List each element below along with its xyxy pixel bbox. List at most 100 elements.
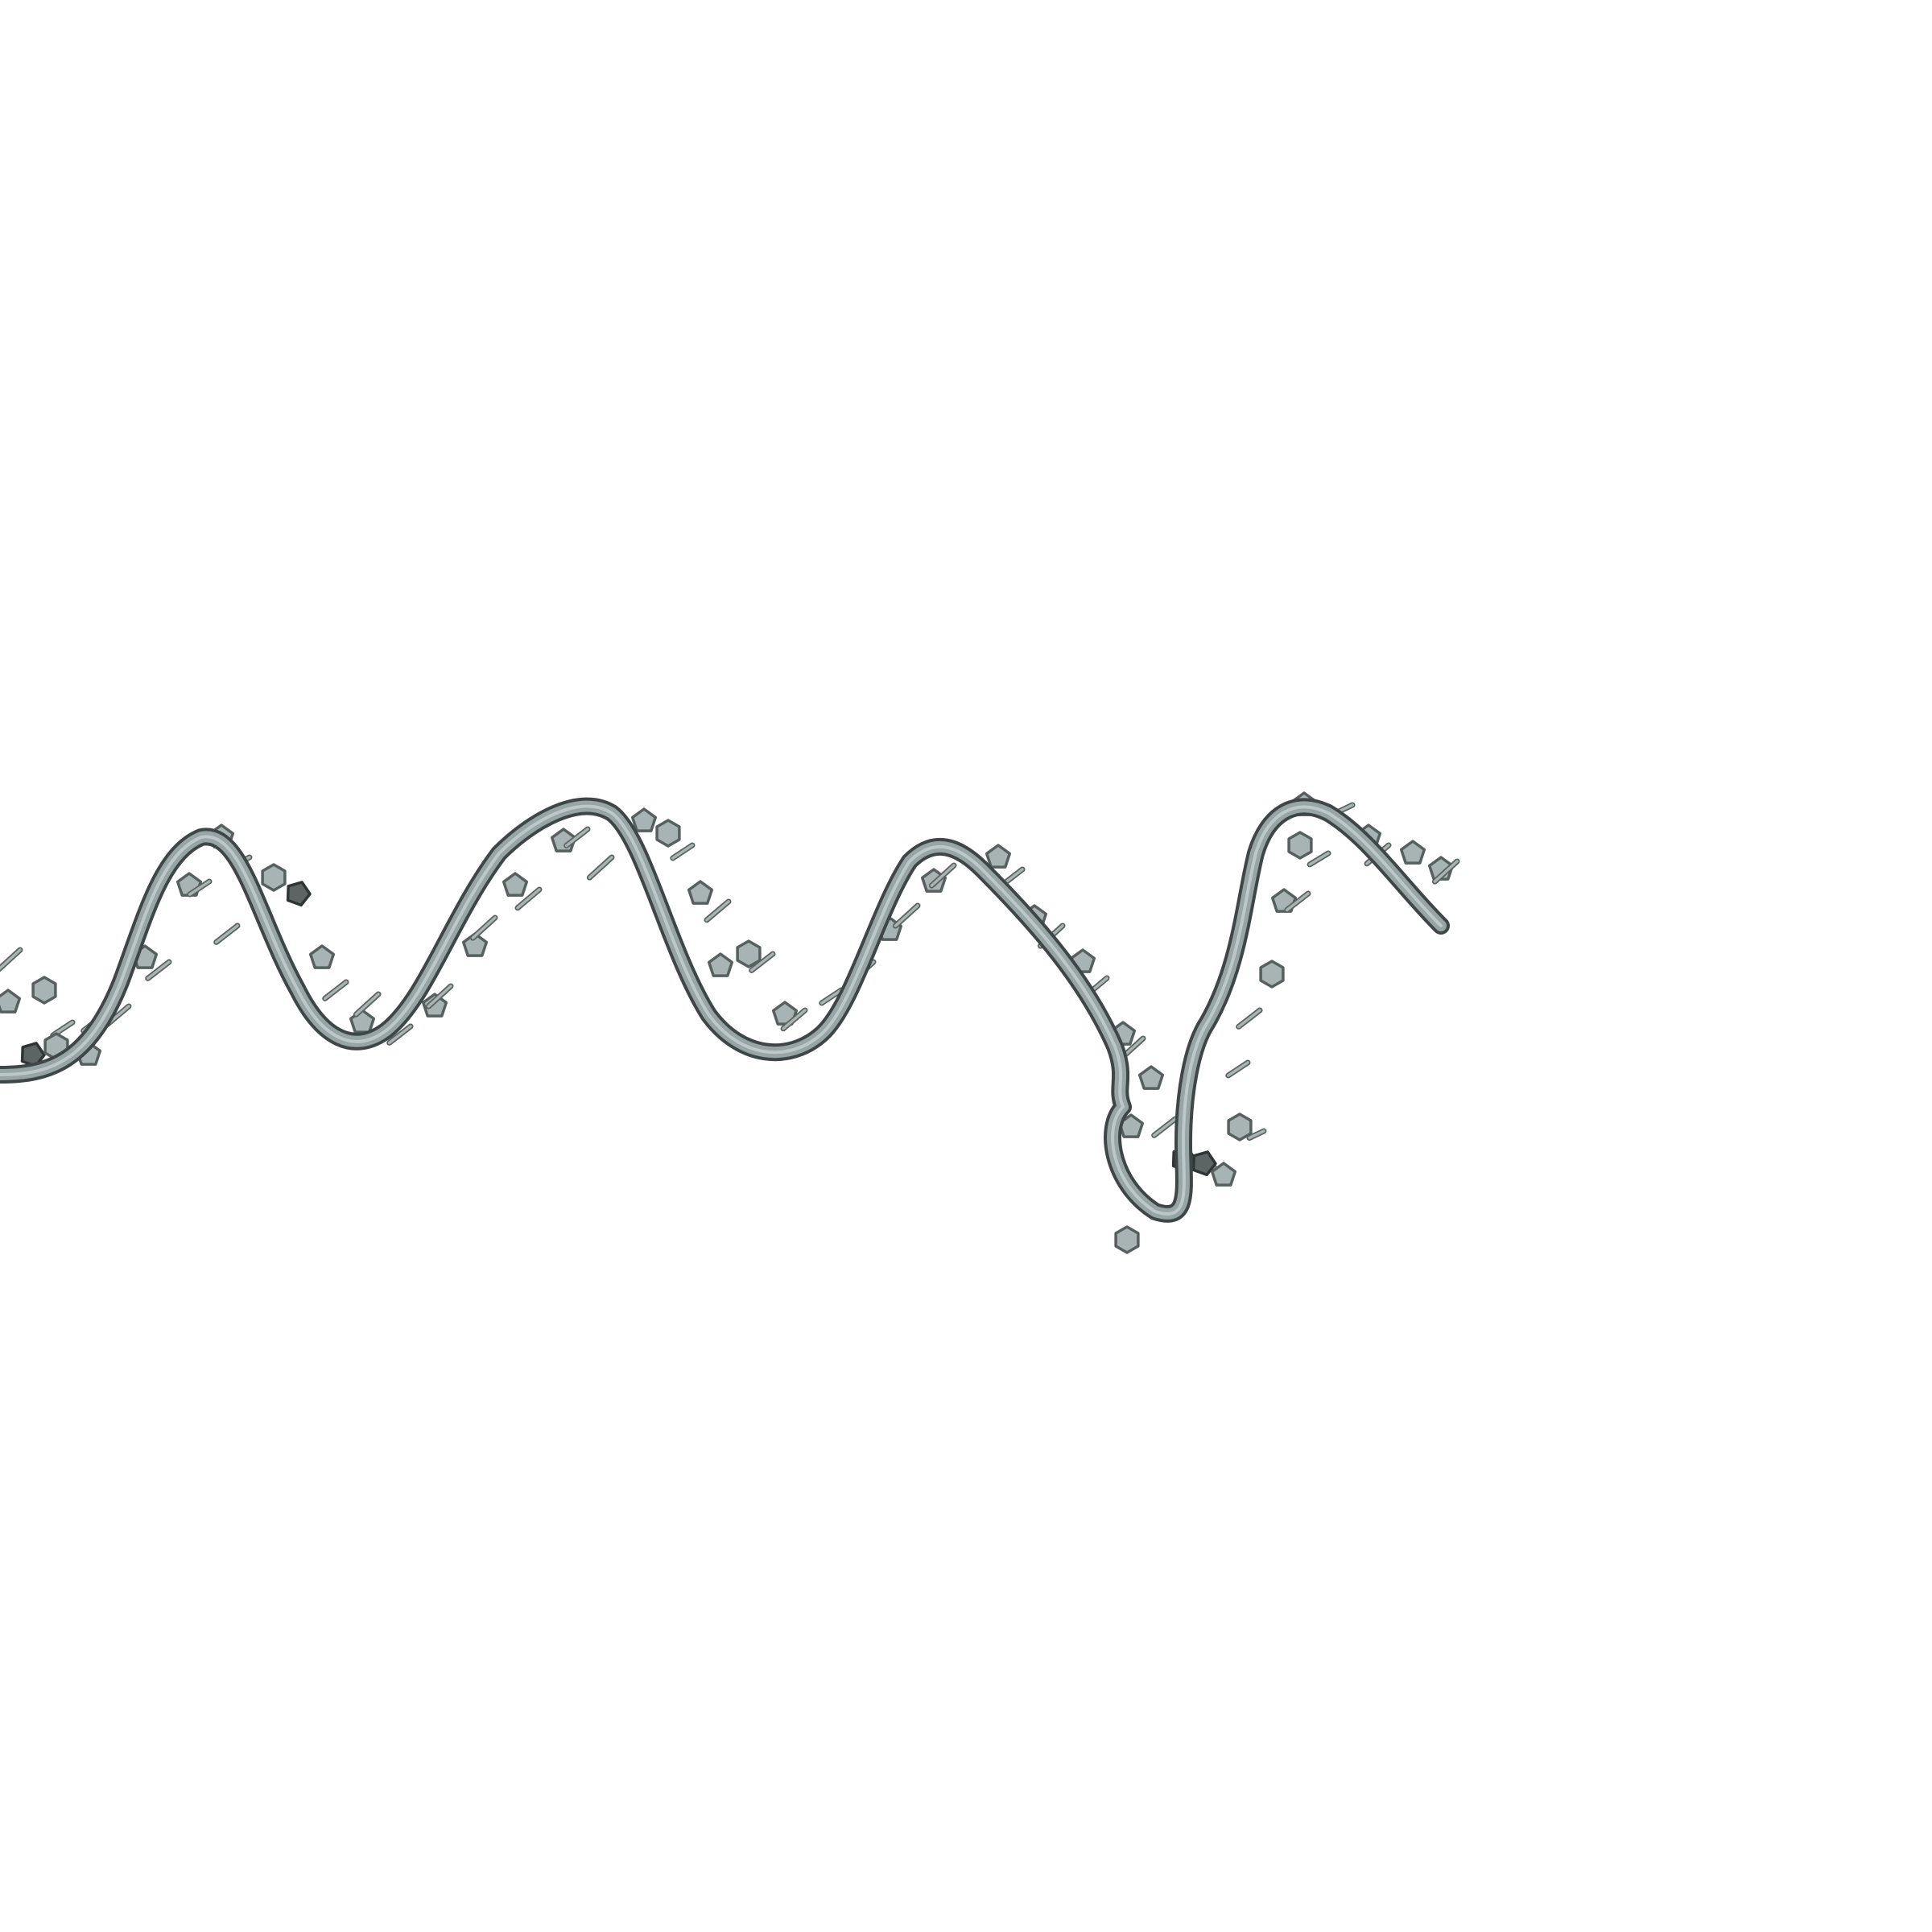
nucleotide-66	[1225, 1059, 1251, 1079]
nucleotide-37	[704, 898, 732, 923]
base-connector-stick	[188, 880, 211, 896]
pentagon-sugar-ring	[0, 989, 22, 1013]
pentagon-sugar-ring	[707, 952, 734, 977]
base-connector-stick	[564, 828, 589, 848]
nucleotide-25	[425, 983, 454, 1009]
hexagon-base-ring	[655, 819, 681, 848]
nucleotide-63	[1210, 1162, 1237, 1187]
nucleotide-17	[286, 881, 312, 907]
base-connector-stick	[1433, 860, 1459, 883]
hexagon-base-ring	[736, 939, 762, 968]
base-connector-stick	[782, 1009, 807, 1030]
pentagon-sugar-ring	[461, 932, 489, 957]
base-connector-stick	[354, 993, 380, 1016]
nucleotide-9	[0, 947, 23, 972]
base-connector-stick	[0, 948, 22, 971]
nucleotide-19	[308, 944, 336, 969]
hexagon-base-ring	[1259, 960, 1285, 989]
nucleotide-43	[819, 987, 844, 1006]
nucleotide-77	[1399, 840, 1426, 865]
nucleotide-62	[1191, 1150, 1218, 1177]
nucleotide-26	[461, 932, 489, 957]
base-connector-stick	[471, 916, 497, 939]
backbone-ribbon-highlight	[0, 804, 1443, 1216]
nucleotide-33	[630, 807, 658, 832]
nucleotide-28	[502, 872, 529, 897]
base-connector-stick	[214, 924, 239, 944]
nucleotide-13	[187, 878, 213, 898]
nucleotide-58	[1151, 1116, 1179, 1138]
backbone-ribbon	[0, 797, 1450, 1223]
nucleotide-57	[1137, 1065, 1165, 1090]
base-connector-stick	[930, 864, 956, 887]
nucleotide-36	[687, 880, 714, 905]
base-connector-stick	[894, 904, 919, 927]
pentagon-sugar-ring	[421, 993, 448, 1018]
base-connector-stick	[1152, 1117, 1177, 1137]
nucleotide-71	[1287, 831, 1313, 860]
pentagon-sugar-ring	[1399, 840, 1426, 865]
base-connector-stick	[1236, 1009, 1261, 1029]
nucleotide-42	[780, 1007, 808, 1032]
nucleotide-29	[514, 886, 543, 911]
base-connector-stick	[427, 985, 452, 1008]
nucleotide-48	[928, 862, 957, 889]
nucleotide-67	[1236, 1007, 1263, 1030]
nucleotide-64	[1227, 1113, 1253, 1141]
nucleotide-39	[736, 939, 762, 968]
base-connector-stick	[671, 844, 694, 860]
base-connector-stick	[323, 980, 348, 1001]
pentagon-sugar-ring	[1191, 1150, 1217, 1177]
nucleotide-72	[1307, 850, 1331, 868]
nucleotide-34	[655, 819, 681, 848]
nucleotide-24	[421, 993, 448, 1018]
nucleotide-16	[261, 863, 287, 892]
base-connector-stick	[820, 989, 843, 1005]
backbone-ribbon-body	[0, 800, 1447, 1220]
base-connector-stick	[387, 1025, 412, 1045]
nucleotide-38	[707, 952, 734, 977]
nucleotide-35	[670, 842, 696, 861]
pentagon-sugar-ring	[308, 944, 336, 969]
hexagon-base-ring	[261, 863, 287, 892]
pentagon-sugar-ring	[687, 880, 714, 905]
nucleotide-79	[1431, 858, 1460, 885]
nucleotide-6	[20, 1042, 46, 1068]
hexagon-base-ring	[31, 976, 57, 1005]
nucleotide-23	[386, 1023, 414, 1046]
nucleotide-2	[31, 976, 57, 1005]
pentagon-sugar-ring	[630, 807, 658, 832]
nucleotide-31	[564, 826, 591, 848]
nucleotide-32	[586, 854, 615, 881]
pentagon-sugar-ring	[985, 844, 1012, 869]
nucleotide-1	[0, 989, 22, 1013]
hexagon-base-ring	[1287, 831, 1313, 860]
base-connector-stick	[1285, 892, 1310, 912]
nucleotide-65	[1246, 1128, 1267, 1141]
nucleotide-20	[322, 979, 349, 1001]
pentagon-sugar-ring	[502, 872, 529, 897]
nucleotide-18	[213, 923, 241, 945]
base-connector-stick	[146, 960, 171, 980]
nucleotide-22	[353, 991, 382, 1018]
nucleotide-bases	[0, 791, 1460, 1254]
base-connector-stick	[516, 888, 541, 910]
nucleotide-40	[749, 951, 776, 973]
pentagon-sugar-ring	[1137, 1065, 1165, 1090]
base-connector-stick	[1227, 1061, 1249, 1077]
pentagon-sugar-ring	[286, 881, 312, 907]
base-connector-stick	[588, 856, 613, 879]
nucleotide-27	[469, 914, 498, 941]
hexagon-base-ring	[1114, 1225, 1140, 1254]
nucleotide-60	[1114, 1225, 1140, 1254]
nucleotide-68	[1259, 960, 1285, 989]
base-connector-stick	[749, 952, 774, 972]
backbone-ribbon-edge	[0, 797, 1450, 1223]
nucleotide-70	[1284, 890, 1311, 913]
hexagon-base-ring	[1227, 1113, 1253, 1141]
base-connector-stick	[1308, 852, 1330, 866]
pentagon-sugar-ring	[1210, 1162, 1237, 1187]
nucleotide-11	[145, 959, 172, 981]
nucleotide-49	[985, 844, 1012, 869]
